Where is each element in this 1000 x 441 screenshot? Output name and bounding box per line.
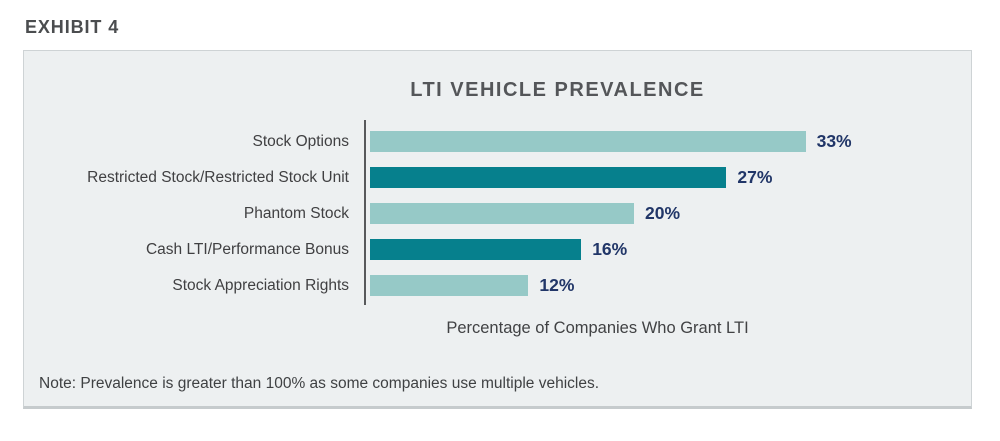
bar-track: 33% [364, 131, 852, 152]
bar-track: 20% [364, 203, 680, 224]
bar-track: 27% [364, 167, 772, 188]
bar-track: 16% [364, 239, 627, 260]
bar-track: 12% [364, 275, 574, 296]
category-label: Cash LTI/Performance Bonus [145, 240, 349, 258]
bar [370, 167, 727, 188]
bar [370, 131, 806, 152]
chart-title: LTI VEHICLE PREVALENCE [410, 79, 705, 101]
y-axis-line [364, 120, 366, 305]
bar-value-label: 20% [645, 203, 681, 223]
exhibit-label: EXHIBIT 4 [25, 17, 120, 37]
x-axis-label: Percentage of Companies Who Grant LTI [446, 319, 749, 337]
category-label: Restricted Stock/Restricted Stock Unit [87, 168, 349, 186]
category-label: Stock Options [252, 132, 350, 150]
bar-row: Stock Options 33% [24, 131, 971, 152]
chart-panel: LTI VEHICLE PREVALENCE Stock Options 33% R… [23, 50, 972, 409]
bar-row: Stock Appreciation Rights 12% [24, 275, 971, 296]
bar-value-label: 27% [737, 167, 773, 187]
category-label: Phantom Stock [243, 204, 349, 222]
bar-value-label: 16% [592, 239, 628, 259]
bar [370, 275, 529, 296]
bar-value-label: 12% [539, 275, 575, 295]
bar [370, 239, 582, 260]
bar-row: Restricted Stock/Restricted Stock Unit 27… [24, 167, 971, 188]
bar-row: Phantom Stock 20% [24, 203, 971, 224]
category-label: Stock Appreciation Rights [172, 276, 349, 294]
bar-chart: Stock Options 33% Restricted Stock/Restric… [24, 120, 971, 305]
bar-row: Cash LTI/Performance Bonus 16% [24, 239, 971, 260]
note-text: Note: Prevalence is greater than 100% as… [39, 375, 600, 392]
bar-value-label: 33% [816, 131, 852, 151]
x-axis-label-wrap: Percentage of Companies Who Grant LTI [124, 319, 1000, 338]
bar [370, 203, 634, 224]
